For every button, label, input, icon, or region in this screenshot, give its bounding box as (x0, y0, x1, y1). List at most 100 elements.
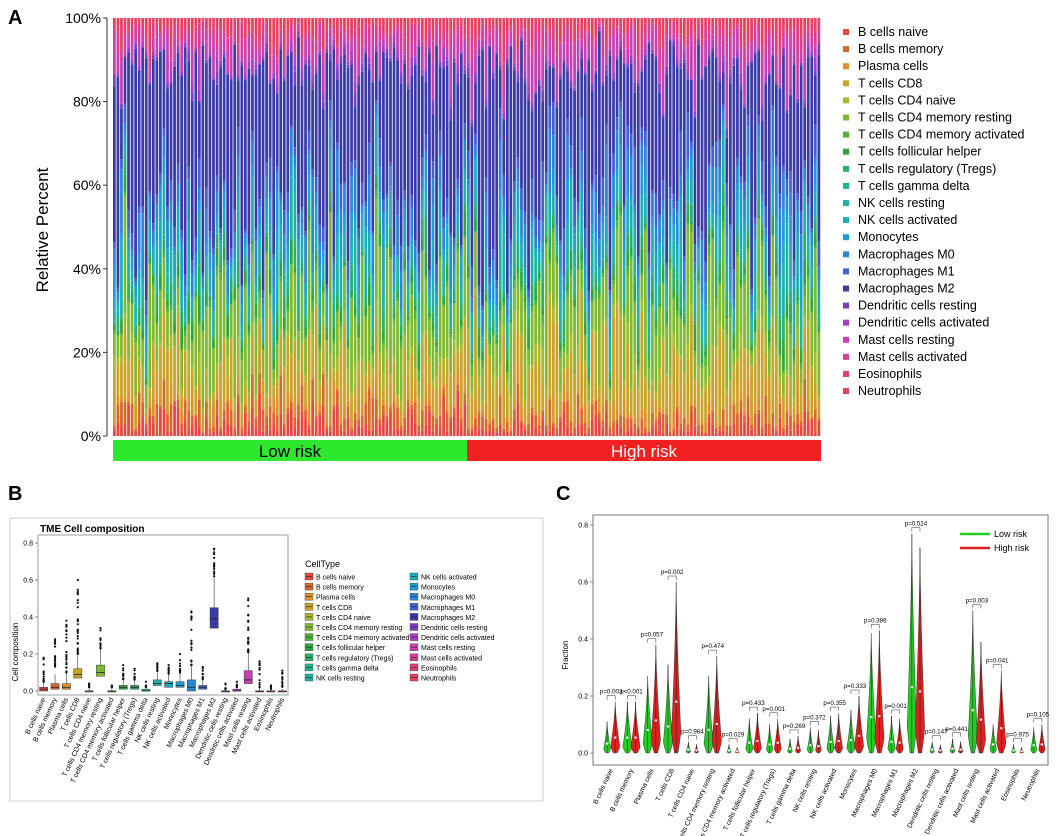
bar-segment-t-cells-cd4-naive (644, 375, 647, 380)
bar-segment-t-cells-gamma-delta (488, 325, 491, 333)
bar-segment-t-cells-regulatory-tregs- (431, 312, 435, 323)
bar-segment-t-cells-cd8 (134, 404, 137, 428)
bar-segment-monocytes (113, 265, 116, 299)
bar-segment-t-cells-gamma-delta (406, 296, 410, 307)
bar-segment-t-cells-follicular-helper (367, 283, 371, 305)
bar-segment-neutrophils (275, 18, 279, 58)
bar-segment-plasma-cells (544, 422, 548, 426)
bar-segment-dendritic-cells-resting (789, 93, 792, 96)
bar-segment-t-cells-regulatory-tregs- (679, 290, 683, 309)
bar-segment-monocytes (240, 304, 244, 323)
bar-segment-t-cells-cd4-memory-activated (208, 300, 212, 308)
bar-segment-mast-cells-activated (693, 36, 697, 46)
bar-segment-macrophages-m2 (212, 79, 215, 248)
bar-segment-nk-cells-resting (438, 218, 442, 231)
legend-label: Plasma cells (858, 59, 928, 73)
bar-segment-b-cells-naive (534, 427, 538, 436)
bar-segment-dendritic-cells-resting (544, 61, 548, 70)
bar-segment-macrophages-m0 (732, 298, 736, 308)
bar-segment-nk-cells-resting (300, 248, 304, 259)
outlier-point (99, 629, 102, 632)
bar-segment-t-cells-cd8 (343, 322, 346, 405)
bar-segment-mast-cells-activated (654, 26, 658, 30)
bar-segment-plasma-cells (774, 424, 778, 430)
bar-segment-nk-cells-activated (410, 244, 414, 255)
bar-segment-nk-cells-resting (548, 215, 552, 227)
bar-segment-t-cells-cd4-memory-resting (442, 306, 445, 360)
bar-segment-t-cells-regulatory-tregs- (261, 342, 265, 345)
bar-segment-t-cells-cd4-naive (293, 337, 297, 341)
bar-segment-nk-cells-resting (679, 246, 683, 281)
bar-segment-b-cells-memory (559, 417, 562, 422)
bar-segment-mast-cells-resting (417, 26, 421, 39)
bar-segment-macrophages-m2 (583, 74, 587, 229)
bar-segment-monocytes (374, 116, 378, 127)
bar-segment-t-cells-cd4-memory-activated (120, 333, 123, 336)
sample-bar (183, 18, 187, 436)
bar-segment-plasma-cells (343, 404, 346, 419)
bar-segment-macrophages-m0 (151, 231, 155, 246)
bar-segment-t-cells-follicular-helper (463, 210, 467, 237)
bar-segment-macrophages-m2 (813, 75, 817, 125)
bar-segment-t-cells-cd4-memory-activated (226, 336, 230, 340)
bar-segment-macrophages-m2 (597, 30, 601, 215)
bar-segment-t-cells-gamma-delta (328, 189, 332, 192)
bar-segment-nk-cells-activated (360, 215, 364, 223)
bar-segment-t-cells-gamma-delta (562, 315, 566, 321)
bar-segment-dendritic-cells-resting (290, 50, 293, 53)
bar-segment-t-cells-cd4-naive (548, 293, 552, 298)
bar-segment-macrophages-m1 (374, 100, 378, 105)
bar-segment-macrophages-m2 (792, 64, 796, 261)
bar-segment-t-cells-cd4-naive (201, 407, 205, 414)
bar-segment-t-cells-cd4-memory-resting (576, 270, 580, 344)
bar-segment-t-cells-cd4-memory-activated (505, 372, 509, 374)
bar-segment-t-cells-follicular-helper (615, 205, 619, 221)
bar-segment-nk-cells-activated (477, 310, 481, 321)
sample-bar (176, 18, 180, 436)
bar-segment-t-cells-cd4-memory-activated (704, 357, 707, 367)
bar-segment-macrophages-m1 (527, 289, 530, 298)
bar-segment-t-cells-regulatory-tregs- (491, 321, 495, 332)
bar-segment-eosinophils (668, 23, 672, 26)
bar-segment-monocytes (307, 155, 311, 176)
bar-segment-t-cells-cd4-memory-activated (272, 369, 276, 371)
outlier-point (235, 685, 238, 688)
bar-segment-dendritic-cells-activated (159, 48, 162, 51)
bar-segment-dendritic-cells-resting (166, 85, 169, 89)
bar-segment-t-cells-cd4-memory-activated (275, 340, 279, 345)
bar-segment-nk-cells-resting (282, 274, 286, 296)
bar-segment-b-cells-memory (644, 427, 647, 433)
bar-segment-mast-cells-activated (760, 46, 764, 57)
bar-segment-macrophages-m2 (785, 112, 789, 180)
bar-segment-t-cells-gamma-delta (728, 301, 732, 303)
bar-segment-neutrophils (343, 18, 346, 33)
bar-segment-nk-cells-activated (626, 196, 630, 225)
bar-segment-t-cells-cd4-memory-activated (796, 300, 799, 306)
bar-segment-dendritic-cells-activated (633, 79, 637, 83)
bar-segment-t-cells-cd8 (113, 374, 116, 425)
bar-segment-macrophages-m0 (399, 271, 403, 310)
bar-segment-t-cells-cd4-memory-activated (587, 379, 591, 386)
bar-segment-dendritic-cells-resting (445, 60, 449, 66)
bar-segment-plasma-cells (300, 371, 304, 386)
bar-segment-dendritic-cells-resting (491, 72, 495, 79)
bar-segment-b-cells-naive (268, 430, 272, 436)
bar-segment-b-cells-memory (144, 423, 148, 428)
sample-bar (343, 18, 346, 436)
bar-segment-eosinophils (587, 29, 591, 32)
bar-segment-t-cells-cd4-naive (778, 377, 782, 385)
bar-segment-mast-cells-resting (258, 50, 261, 63)
bar-segment-macrophages-m1 (767, 276, 771, 288)
bar-segment-monocytes (636, 278, 640, 291)
bar-segment-dendritic-cells-activated (293, 64, 297, 72)
panel-a-y-axis: 0%20%40%60%80%100% (65, 10, 108, 444)
bar-segment-t-cells-cd4-naive (392, 354, 396, 362)
bar-segment-t-cells-follicular-helper (350, 290, 353, 298)
bar-segment-t-cells-cd4-naive (265, 393, 268, 397)
bar-segment-t-cells-cd8 (127, 363, 130, 389)
bar-segment-t-cells-follicular-helper (789, 303, 792, 322)
bar-segment-mast-cells-resting (707, 43, 711, 51)
bar-segment-nk-cells-activated (806, 235, 810, 244)
bar-segment-nk-cells-activated (130, 267, 134, 273)
